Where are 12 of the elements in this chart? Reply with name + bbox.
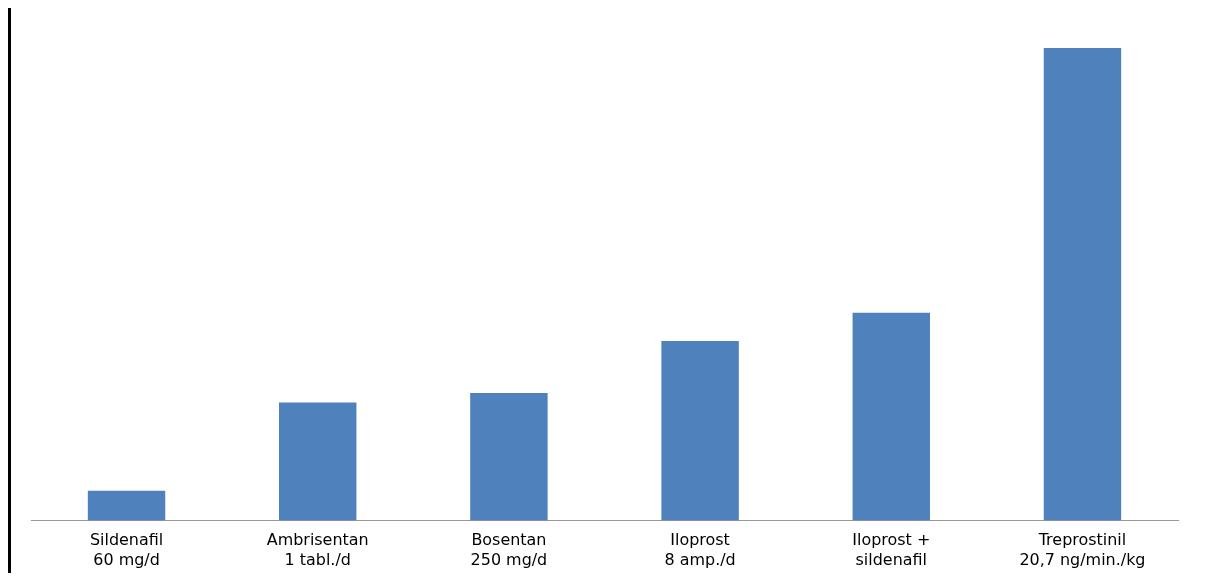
x-tick-label: Sildenafil 60 mg/d <box>89 530 164 569</box>
x-tick-label: Treprostinil 20,7 ng/min./kg <box>1019 530 1146 569</box>
x-tick-label: Iloprost 8 amp./d <box>664 530 736 569</box>
bar <box>1043 48 1122 521</box>
bar <box>87 490 166 521</box>
bar <box>661 341 739 521</box>
bar <box>279 402 357 521</box>
x-tick-label: Iloprost + sildenafil <box>852 530 931 569</box>
x-tick-label: Ambrisentan 1 tabl./d <box>266 530 369 569</box>
bar <box>852 312 930 521</box>
bar <box>470 393 548 521</box>
x-tick-label: Bosentan 250 mg/d <box>470 530 548 569</box>
